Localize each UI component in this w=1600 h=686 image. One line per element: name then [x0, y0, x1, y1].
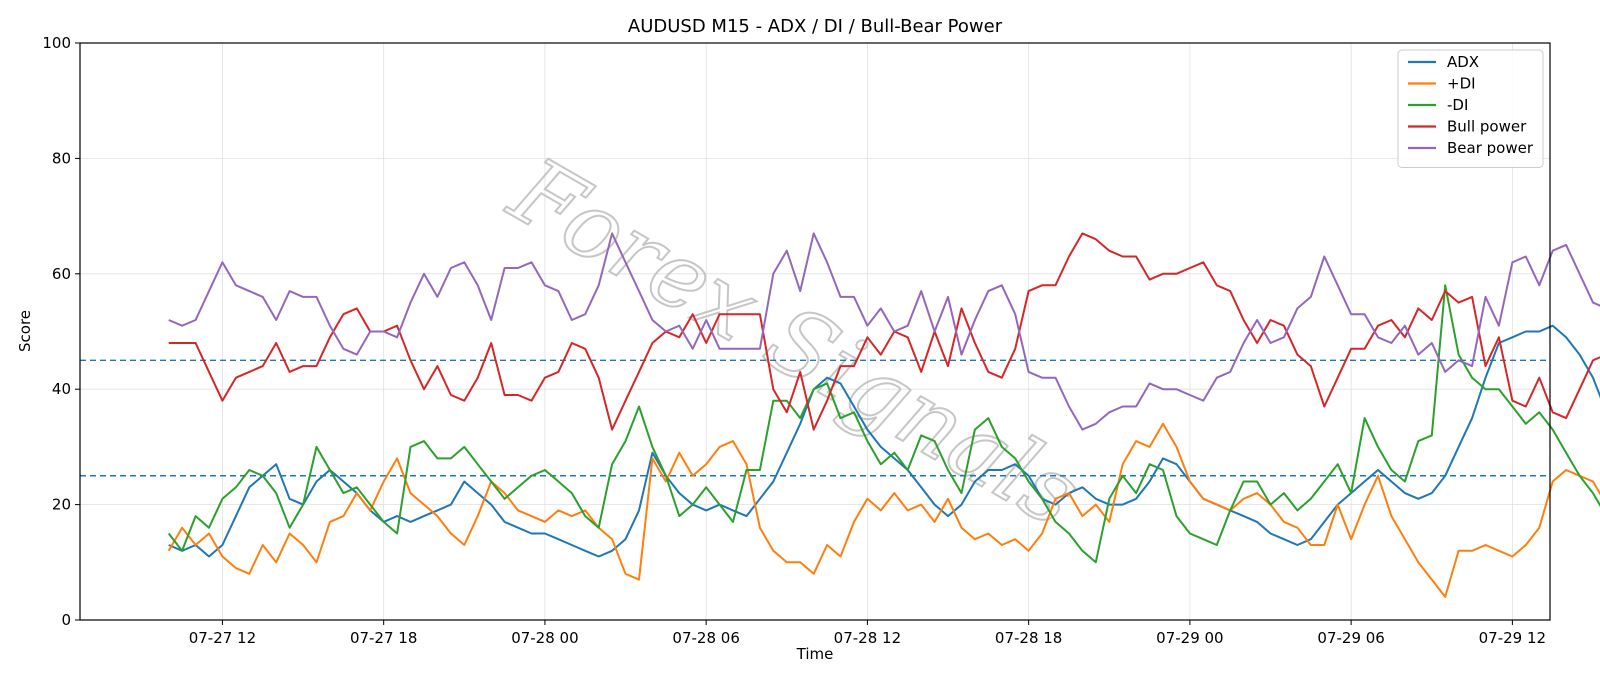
y-tick-label: 20	[52, 496, 71, 514]
legend: ADX +DI -DI Bull power Bear power	[1397, 49, 1544, 168]
x-tick-label: 07-28 18	[995, 629, 1062, 647]
series-line-bear-power	[168, 232, 1600, 431]
series-line--di	[167, 284, 1600, 564]
y-tick-label: 80	[52, 149, 71, 167]
x-tick-label: 07-29 12	[1479, 629, 1546, 647]
legend-label: Bear power	[1447, 139, 1534, 157]
x-tick-label: 07-28 00	[511, 629, 578, 647]
x-tick-label: 07-28 06	[672, 629, 739, 647]
x-axis-label: Time	[796, 645, 834, 663]
legend-box	[1397, 49, 1544, 168]
x-tick-label: 07-27 12	[189, 629, 256, 647]
x-tick-label: 07-29 06	[1317, 629, 1384, 647]
legend-label: -DI	[1447, 96, 1468, 114]
legend-label: Bull power	[1447, 118, 1527, 136]
chart-title: AUDUSD M15 - ADX / DI / Bull-Bear Power	[628, 16, 1003, 37]
series-line-adx	[168, 324, 1600, 558]
series-line-bull-power	[168, 232, 1600, 431]
x-tick-label: 07-29 00	[1156, 629, 1223, 647]
legend-label: +DI	[1447, 75, 1476, 93]
y-axis-label: Score	[16, 310, 34, 352]
y-axis: 0 20 40 60 80 100	[42, 34, 80, 629]
series-layer	[167, 232, 1600, 598]
x-tick-label: 07-28 12	[834, 629, 901, 647]
x-tick-label: 07-27 18	[350, 629, 417, 647]
plot-frame	[79, 42, 1551, 621]
y-tick-label: 100	[42, 34, 71, 52]
y-tick-label: 0	[61, 611, 71, 629]
x-axis: 07-27 12 07-27 18 07-28 00 07-28 06 07-28 12…	[189, 620, 1546, 647]
series-line--di	[167, 422, 1600, 598]
legend-label: ADX	[1447, 53, 1479, 71]
y-tick-label: 60	[52, 265, 71, 283]
y-tick-label: 40	[52, 380, 71, 398]
